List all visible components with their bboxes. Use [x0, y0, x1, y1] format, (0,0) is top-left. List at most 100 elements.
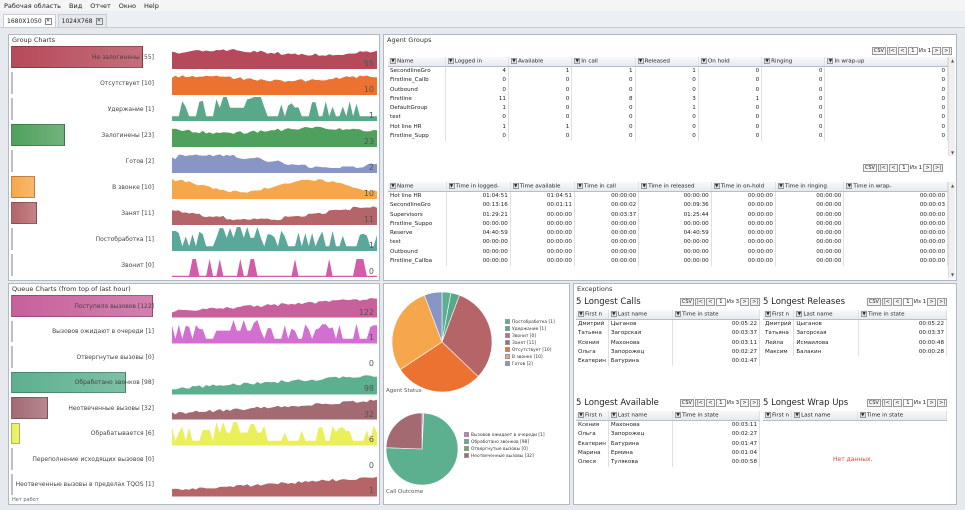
column-header[interactable]: ▼ In call — [571, 57, 636, 67]
prev-page-button[interactable]: < — [705, 298, 715, 306]
page-input[interactable]: 1 — [907, 47, 918, 55]
filter-icon[interactable]: ▼ — [861, 311, 868, 318]
table-row[interactable]: Дмитрий Цыганов 00:05:22 — [576, 319, 760, 329]
column-header[interactable]: ▼ Last name — [608, 411, 674, 421]
csv-button[interactable]: CSV — [866, 399, 881, 407]
filter-icon[interactable]: ▼ — [610, 311, 617, 318]
column-header[interactable]: ▼ Time in wrap- — [843, 182, 948, 192]
filter-icon[interactable]: ▼ — [764, 58, 771, 65]
column-header[interactable]: ▼ Time in ringing — [775, 182, 845, 192]
table-row[interactable]: Олеся Тулякова 00:00:58 — [576, 457, 760, 467]
close-icon[interactable]: ✕ — [44, 17, 52, 25]
next-page-button[interactable]: > — [923, 164, 933, 172]
menu-item[interactable]: Рабочая область — [4, 1, 62, 10]
table-row[interactable]: Ксения Махонова 00:03:11 — [576, 337, 760, 348]
close-icon[interactable]: ✕ — [95, 17, 103, 25]
column-header[interactable]: ▼ Time in state — [857, 411, 948, 421]
scroll-up-icon[interactable]: ▲ — [950, 58, 955, 63]
column-header[interactable]: ▼ Time in state — [672, 310, 760, 320]
page-input[interactable]: 1 — [715, 298, 726, 306]
tab-1680x1050[interactable]: 1680X1050 ✕ — [3, 14, 56, 27]
csv-button[interactable]: CSV — [862, 164, 877, 172]
filter-icon[interactable]: ▼ — [765, 412, 771, 419]
table-row[interactable]: SecondlineGro 4 1 1 1 0 0 0 — [388, 66, 948, 76]
column-header[interactable]: ▼ Released — [635, 57, 699, 67]
prev-page-button[interactable]: < — [705, 399, 715, 407]
filter-icon[interactable]: ▼ — [390, 183, 396, 190]
column-header[interactable]: ▼ First n — [763, 411, 793, 421]
table-row[interactable]: Татьяна Загорская 00:03:37 — [763, 328, 947, 338]
scroll-down-icon[interactable]: ▼ — [950, 150, 955, 155]
filter-icon[interactable]: ▼ — [641, 183, 648, 190]
column-header[interactable]: ▼ Logged in — [445, 57, 509, 67]
next-page-button[interactable]: > — [927, 399, 937, 407]
filter-icon[interactable]: ▼ — [578, 311, 584, 318]
filter-icon[interactable]: ▼ — [675, 311, 682, 318]
tab-1024x768[interactable]: 1024X768 ✕ — [57, 14, 107, 27]
table-row[interactable]: Outbound 0 0 0 0 0 0 0 — [388, 84, 948, 95]
table-row[interactable]: DefaultGroup 1 0 0 1 0 0 0 — [388, 103, 948, 113]
filter-icon[interactable]: ▼ — [574, 58, 581, 65]
column-header[interactable]: ▼ First n — [576, 411, 609, 421]
page-input[interactable]: 1 — [898, 164, 909, 172]
first-page-button[interactable]: |< — [886, 47, 897, 55]
last-page-button[interactable]: >| — [750, 298, 760, 306]
first-page-button[interactable]: |< — [694, 399, 705, 407]
table-row[interactable]: Ольга Запорожец 00:02:27 — [576, 429, 760, 439]
table-row[interactable]: Firstline_Suppo 00:00:00 00:00:00 00:00:00 0… — [388, 219, 948, 229]
table-row[interactable]: Firstline_Callba 00:00:00 00:00:00 00:00:00… — [388, 256, 948, 266]
prev-page-button[interactable]: < — [892, 399, 902, 407]
column-header[interactable]: ▼ Time in state — [858, 310, 947, 320]
menu-item[interactable]: Вид — [69, 1, 83, 10]
menu-item[interactable]: Help — [144, 1, 159, 10]
csv-button[interactable]: CSV — [871, 47, 886, 55]
table-row[interactable]: Максим Балакин 00:00:28 — [763, 347, 947, 357]
next-page-button[interactable]: > — [740, 298, 750, 306]
prev-page-button[interactable]: < — [888, 164, 898, 172]
column-header[interactable]: ▼ First n — [576, 310, 609, 320]
column-header[interactable]: ▼ Time in on-hold — [711, 182, 776, 192]
filter-icon[interactable]: ▼ — [859, 412, 866, 419]
scroll-down-icon[interactable]: ▼ — [950, 272, 955, 277]
csv-button[interactable]: CSV — [866, 298, 881, 306]
filter-icon[interactable]: ▼ — [794, 412, 801, 419]
table-row[interactable]: Лейла Исмаилова 00:00:48 — [763, 337, 947, 348]
column-header[interactable]: ▼ On hold — [698, 57, 763, 67]
filter-icon[interactable]: ▼ — [448, 183, 455, 190]
next-page-button[interactable]: > — [932, 47, 942, 55]
filter-icon[interactable]: ▼ — [510, 58, 517, 65]
csv-button[interactable]: CSV — [679, 399, 694, 407]
column-header[interactable]: ▼ Last name — [791, 411, 858, 421]
table-row[interactable]: Firstline 11 0 8 3 1 0 0 — [388, 94, 948, 104]
table2-scrollbar[interactable]: ▲ ▼ — [948, 182, 955, 278]
table-row[interactable]: Outbound 00:00:00 00:00:00 00:00:00 00:00:00… — [388, 247, 948, 257]
filter-icon[interactable]: ▼ — [637, 58, 644, 65]
filter-icon[interactable]: ▼ — [846, 183, 853, 190]
menu-item[interactable]: Окно — [118, 1, 137, 10]
last-page-button[interactable]: >| — [937, 298, 947, 306]
table-row[interactable]: Екатерин Батурина 00:01:47 — [576, 356, 760, 366]
table-row[interactable]: Hot line HR 01:04:51 01:04:51 00:00:00 00:00… — [388, 191, 948, 201]
table-row[interactable]: Supervisors 01:29:21 00:00:00 00:03:37 01:25… — [388, 209, 948, 220]
last-page-button[interactable]: >| — [750, 399, 760, 407]
table-row[interactable]: Reserve 04:40:59 00:00:00 00:00:00 04:40:59 0… — [388, 228, 948, 238]
table-row[interactable]: SecondlineGro 00:13:16 00:01:11 00:00:02 00:… — [388, 200, 948, 210]
next-page-button[interactable]: > — [927, 298, 937, 306]
last-page-button[interactable]: >| — [937, 399, 947, 407]
prev-page-button[interactable]: < — [892, 298, 902, 306]
column-header[interactable]: ▼ Name — [388, 57, 446, 67]
first-page-button[interactable]: |< — [694, 298, 705, 306]
table-row[interactable]: Ксения Махонова 00:03:11 — [576, 420, 760, 430]
csv-button[interactable]: CSV — [679, 298, 694, 306]
filter-icon[interactable]: ▼ — [512, 183, 519, 190]
table-row[interactable]: test 0 0 0 0 0 0 0 — [388, 112, 948, 123]
column-header[interactable]: ▼ Name — [388, 182, 447, 192]
column-header[interactable]: ▼ Available — [508, 57, 573, 67]
column-header[interactable]: ▼ Time in logged- — [446, 182, 511, 192]
filter-icon[interactable]: ▼ — [796, 311, 803, 318]
filter-icon[interactable]: ▼ — [827, 58, 834, 65]
column-header[interactable]: ▼ Time available — [510, 182, 575, 192]
filter-icon[interactable]: ▼ — [390, 58, 396, 65]
filter-icon[interactable]: ▼ — [777, 183, 784, 190]
first-page-button[interactable]: |< — [881, 399, 892, 407]
